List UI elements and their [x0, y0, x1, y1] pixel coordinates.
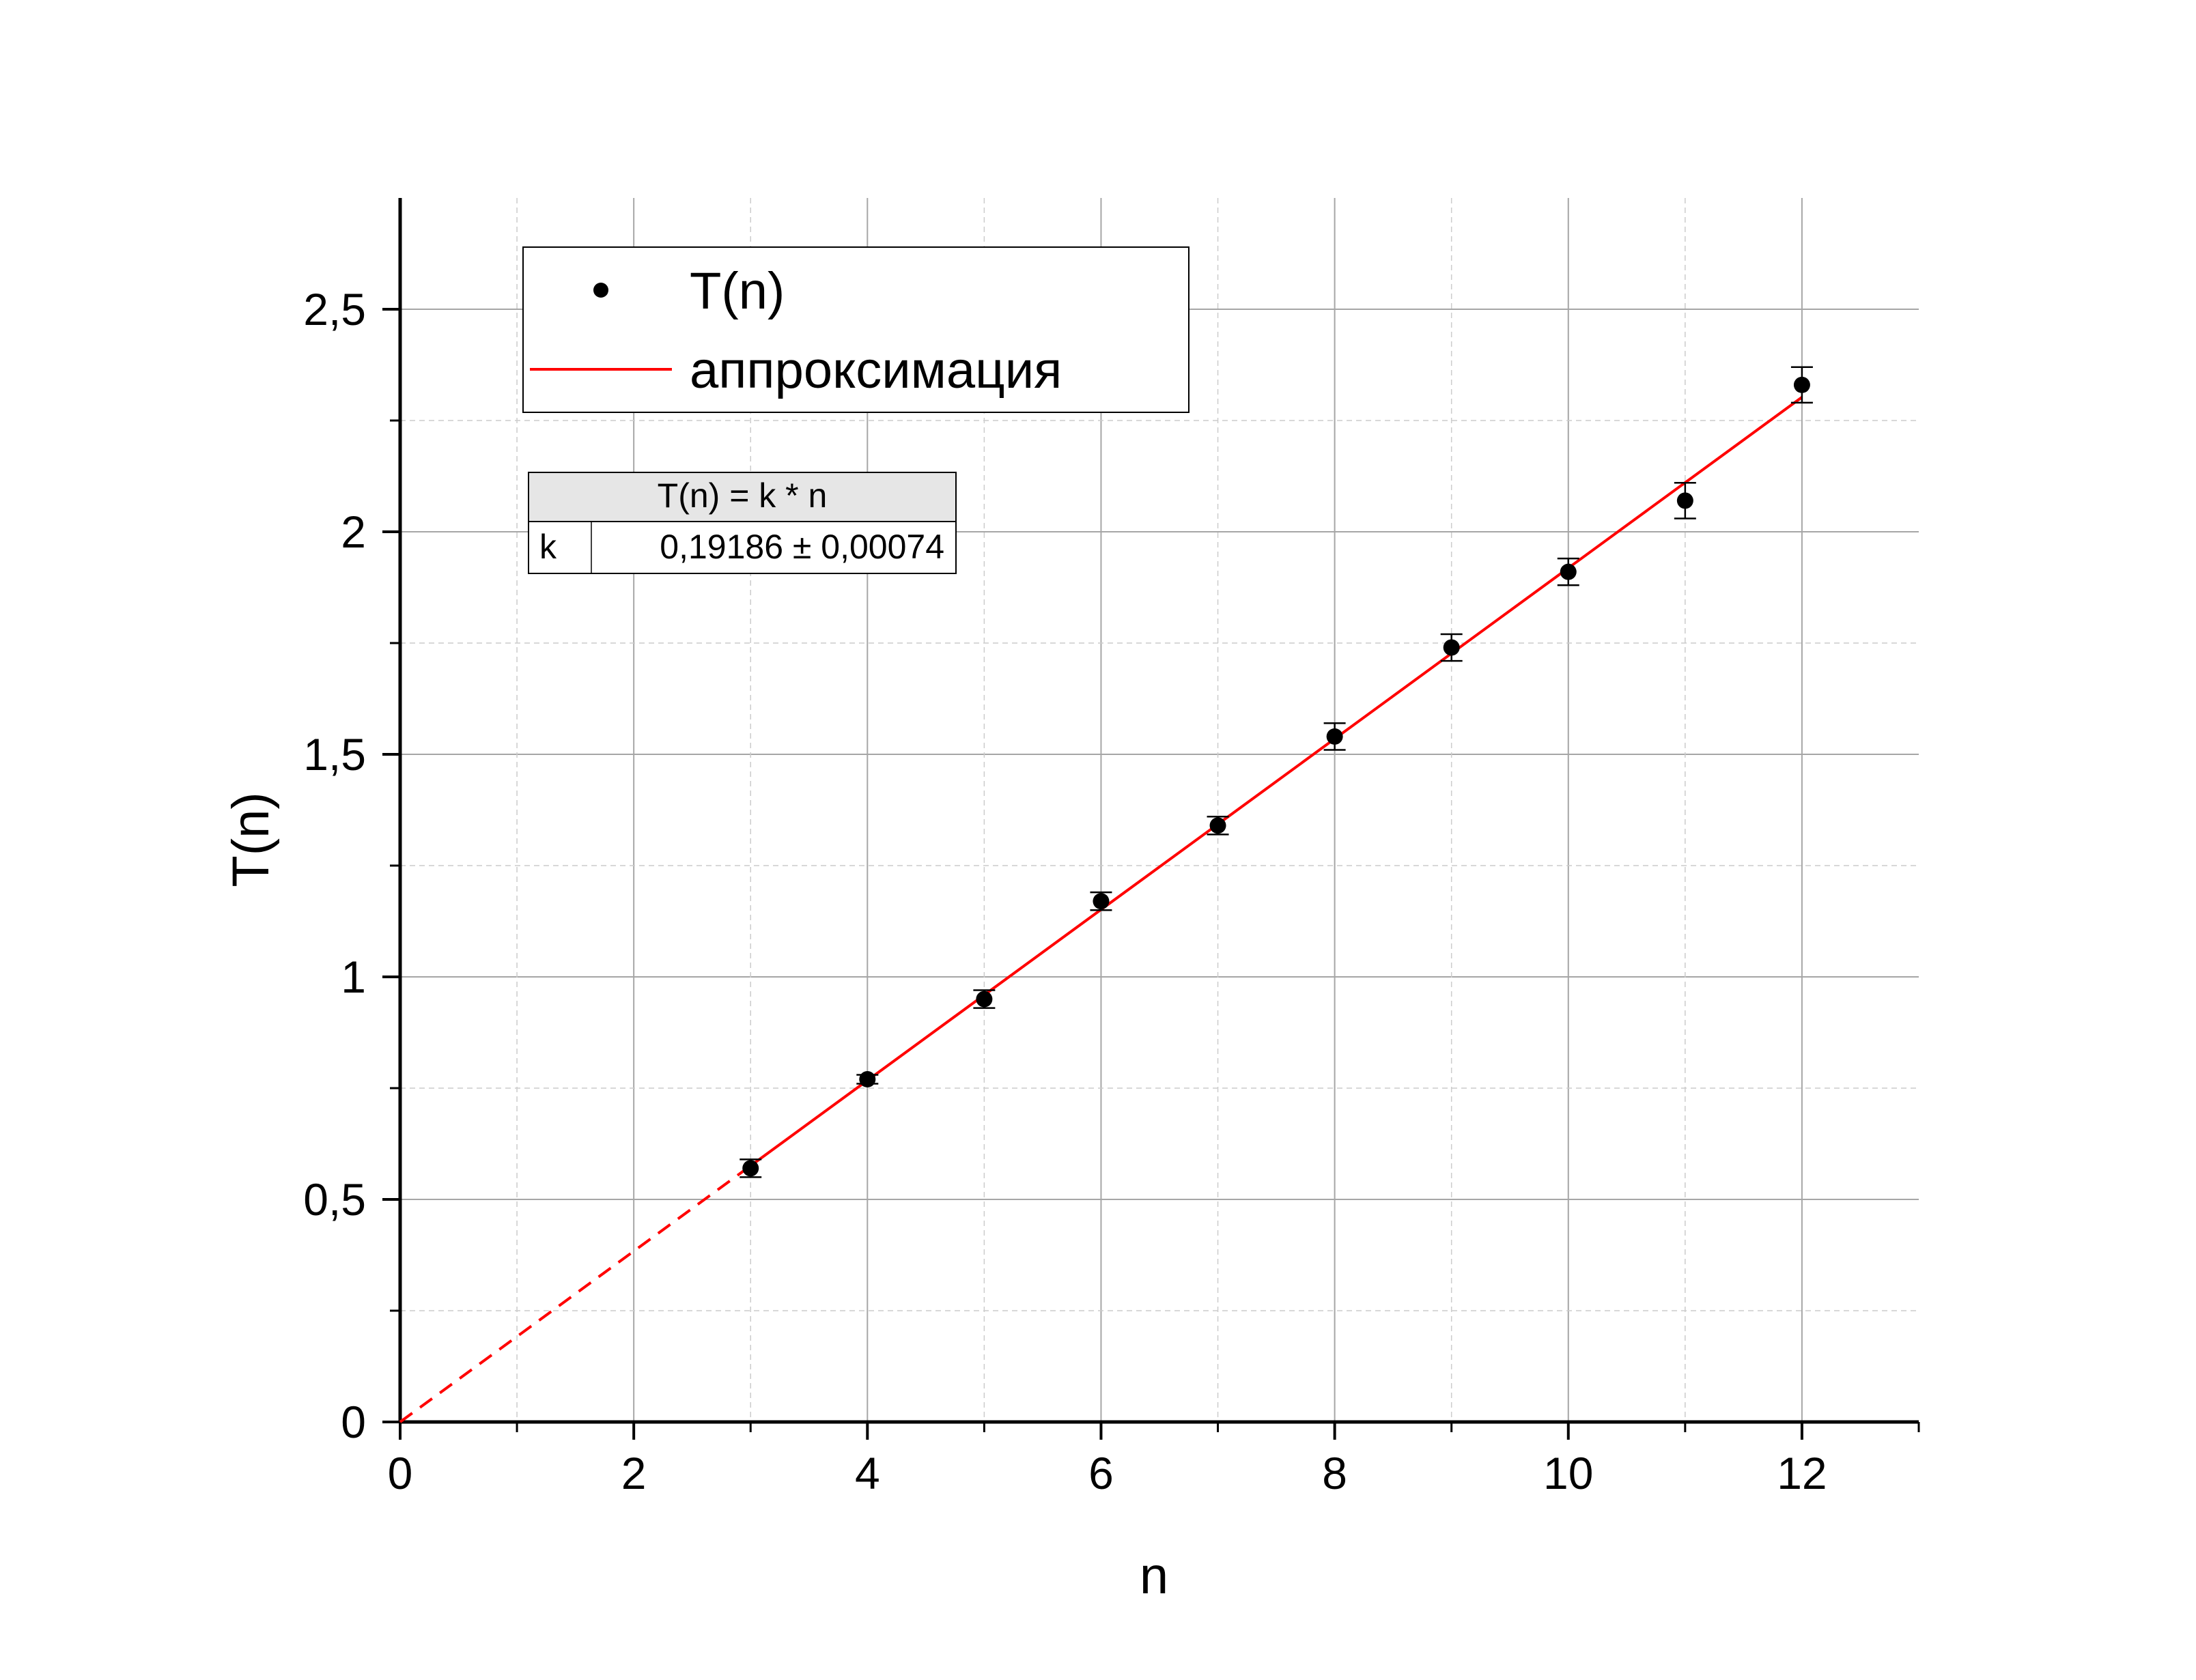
axes	[398, 198, 1919, 1424]
data-point	[1093, 893, 1110, 910]
legend-label-points: T(n)	[690, 262, 785, 320]
data-point	[1676, 492, 1693, 509]
fit-line	[399, 396, 1803, 1423]
data-point	[859, 1070, 876, 1087]
x-tick-label: 8	[1322, 1448, 1347, 1498]
legend-box	[522, 246, 1190, 413]
data-point	[1443, 639, 1460, 656]
y-tick-label: 0,5	[303, 1174, 366, 1225]
fit-line-solid	[737, 396, 1803, 1176]
x-tick-label: 0	[388, 1448, 413, 1498]
fit-table-value: 0,19186 ± 0,00074	[660, 528, 944, 566]
y-tick-label: 1	[341, 952, 366, 1002]
x-tick-label: 2	[621, 1448, 647, 1498]
y-tick-label: 2	[341, 507, 366, 557]
data-points	[740, 366, 1813, 1178]
ticks: 0 2 4 6 8 10 12 0 0,5 1 1,5 2 2,5	[303, 284, 1920, 1498]
y-axis-label: T(n)	[222, 792, 280, 887]
x-axis-label: n	[1140, 1547, 1168, 1605]
data-point	[1326, 728, 1343, 745]
fit-table-param: k	[539, 528, 557, 566]
fit-table-header-bg	[528, 472, 957, 522]
legend-label-fit: аппроксимация	[690, 341, 1062, 399]
fit-table: T(n) = k * n k 0,19186 ± 0,00074	[528, 472, 957, 574]
data-point	[1560, 563, 1577, 580]
x-tick-label: 6	[1088, 1448, 1114, 1498]
fit-table-header: T(n) = k * n	[658, 476, 828, 515]
data-point	[1209, 817, 1226, 834]
y-tick-label: 1,5	[303, 729, 366, 780]
legend-marker-points	[593, 283, 608, 298]
fit-table-body-bg	[528, 521, 957, 574]
data-point	[976, 991, 993, 1008]
x-tick-label: 12	[1777, 1448, 1827, 1498]
data-point	[742, 1160, 759, 1177]
x-tick-label: 10	[1543, 1448, 1593, 1498]
y-tick-label: 0	[341, 1397, 366, 1447]
fit-line-extrapolated	[399, 1173, 740, 1423]
y-tick-label: 2,5	[303, 284, 366, 334]
x-tick-label: 4	[855, 1448, 880, 1498]
legend: T(n) аппроксимация	[522, 246, 1190, 413]
data-point	[1793, 376, 1810, 393]
